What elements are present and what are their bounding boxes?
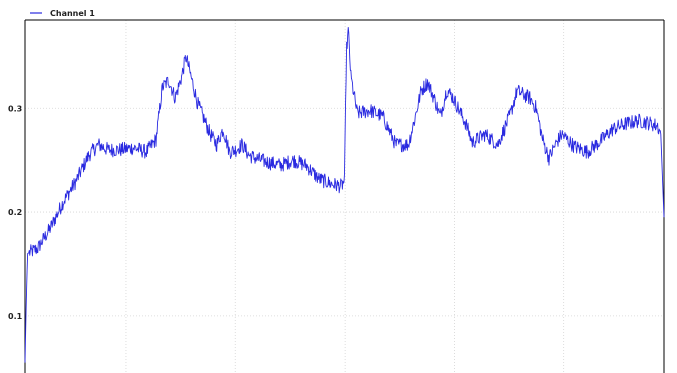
grid [25,20,664,373]
series-lines [24,26,665,363]
y-tick-label: 0.1 [8,312,23,321]
series-line-channel-1 [24,26,665,363]
y-axis-ticks: 0.1 0.2 0.3 [8,104,23,321]
y-tick-label: 0.3 [8,104,22,113]
plot-frame [24,19,665,373]
legend-label-channel-1: Channel 1 [50,9,95,18]
legend: Channel 1 [30,9,95,18]
y-tick-label: 0.2 [8,208,22,217]
